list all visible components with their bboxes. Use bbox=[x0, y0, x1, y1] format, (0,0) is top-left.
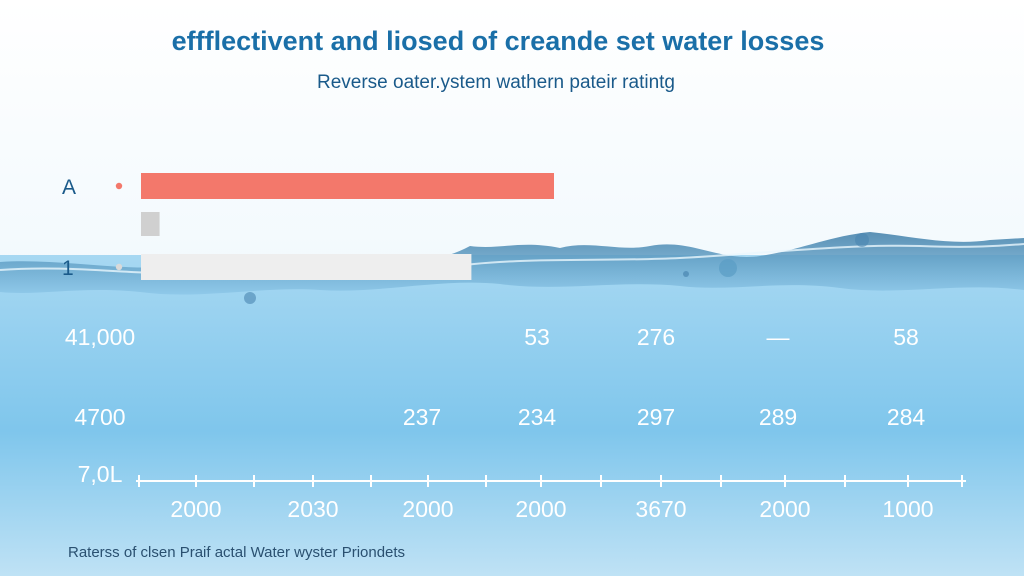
axis-label: 7,0L bbox=[78, 461, 123, 487]
sky-background bbox=[0, 0, 1024, 270]
chart-footer: Raterss of clsen Praif actal Water wyste… bbox=[68, 544, 405, 561]
bar bbox=[141, 173, 554, 199]
data-label: 297 bbox=[637, 404, 675, 430]
chart-title: effflectivent and liosed of creande set … bbox=[172, 26, 825, 56]
data-label: — bbox=[767, 324, 790, 350]
data-label: 237 bbox=[403, 404, 441, 430]
tick-label: 3670 bbox=[635, 496, 686, 522]
x-axis: 7,0L 2000 2030 2000 2000 3670 2000 1000 bbox=[78, 461, 966, 522]
bubble bbox=[719, 259, 737, 277]
tick-label: 2000 bbox=[170, 496, 221, 522]
tick-label: 2000 bbox=[759, 496, 810, 522]
value-rows-group: 41,000 53 276 — 58 4700 237 234 297 289 284 bbox=[65, 324, 926, 430]
data-label: 289 bbox=[759, 404, 797, 430]
bar-marker-dot bbox=[115, 182, 123, 190]
bar-label: A bbox=[62, 176, 76, 199]
tick-label: 2000 bbox=[515, 496, 566, 522]
bars-group: A1 bbox=[62, 173, 554, 280]
bar bbox=[141, 212, 160, 236]
bubble bbox=[244, 292, 256, 304]
data-label: 276 bbox=[637, 324, 675, 350]
tick-label: 1000 bbox=[882, 496, 933, 522]
chart-subtitle: Reverse oater.ystem wathern pateir ratin… bbox=[317, 72, 675, 93]
bar bbox=[141, 254, 472, 280]
data-label: 58 bbox=[893, 324, 919, 350]
bubble bbox=[855, 233, 869, 247]
data-label: 234 bbox=[518, 404, 557, 430]
data-label: 53 bbox=[524, 324, 550, 350]
water-background bbox=[0, 255, 1024, 576]
tick-label: 2000 bbox=[402, 496, 453, 522]
row-label: 4700 bbox=[74, 404, 125, 430]
bubble bbox=[683, 271, 689, 277]
bar-label: 1 bbox=[62, 257, 74, 280]
row-label: 41,000 bbox=[65, 324, 135, 350]
data-label: 284 bbox=[887, 404, 926, 430]
bar-marker-dot bbox=[115, 263, 123, 271]
tick-label: 2030 bbox=[287, 496, 338, 522]
